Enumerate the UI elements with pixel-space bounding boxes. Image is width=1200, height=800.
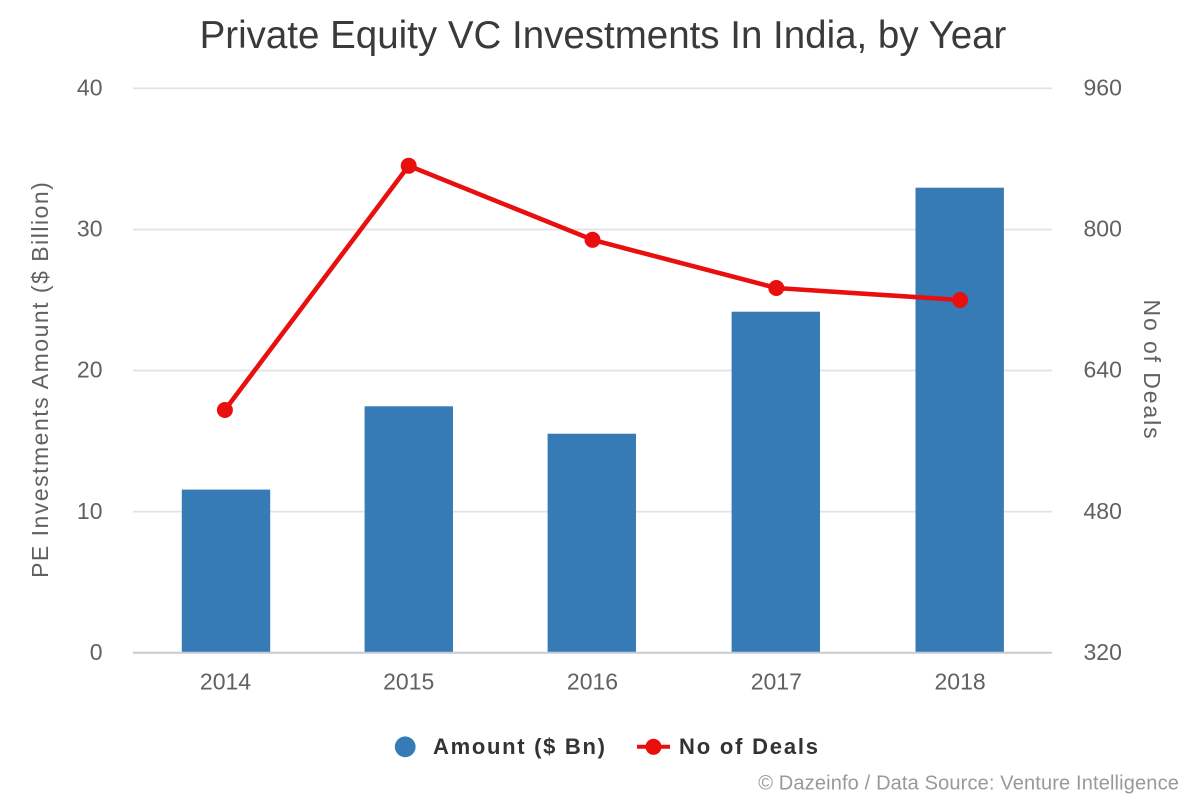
svg-text:640: 640 — [1084, 357, 1122, 383]
svg-text:40: 40 — [77, 75, 103, 101]
svg-text:10: 10 — [77, 498, 103, 524]
svg-text:2015: 2015 — [383, 668, 434, 694]
svg-text:480: 480 — [1084, 498, 1122, 524]
svg-text:960: 960 — [1084, 75, 1122, 101]
svg-text:0: 0 — [90, 639, 103, 665]
svg-text:PE Investments Amount ($ Billi: PE Investments Amount ($ Billion) — [27, 181, 53, 578]
svg-text:Private Equity VC Investments: Private Equity VC Investments In India, … — [200, 14, 1007, 57]
svg-text:30: 30 — [77, 216, 103, 242]
svg-text:20: 20 — [77, 357, 103, 383]
svg-text:320: 320 — [1084, 639, 1122, 665]
svg-text:No of Deals: No of Deals — [1139, 299, 1165, 440]
svg-text:2017: 2017 — [751, 668, 802, 694]
svg-text:2018: 2018 — [935, 668, 986, 694]
svg-text:Amount ($ Bn): Amount ($ Bn) — [433, 734, 607, 759]
svg-text:2016: 2016 — [567, 668, 618, 694]
svg-text:© Dazeinfo / Data Source: Vent: © Dazeinfo / Data Source: Venture Intell… — [758, 772, 1179, 794]
svg-text:2014: 2014 — [200, 668, 251, 694]
svg-text:No of Deals: No of Deals — [679, 734, 820, 759]
svg-text:800: 800 — [1084, 216, 1122, 242]
